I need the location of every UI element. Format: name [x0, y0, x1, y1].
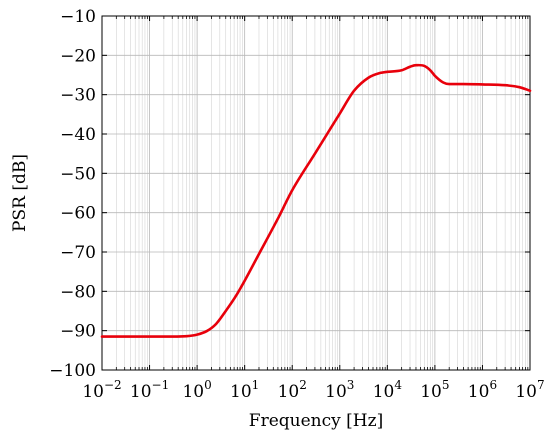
- minor-grid: [116, 16, 529, 370]
- plot-frame: [101, 15, 531, 371]
- x-tick-label: 105: [420, 378, 449, 402]
- x-tick-label: 106: [468, 378, 497, 402]
- x-tick-label: 10−2: [82, 378, 121, 402]
- x-tick-label: 103: [325, 378, 354, 402]
- y-tick-labels: −10 −20 −30 −40 −50 −60 −70 −80 −90 −100: [49, 7, 96, 381]
- y-tick-label: −60: [60, 204, 96, 224]
- psr-series-line: [100, 63, 532, 338]
- y-tick-label: −20: [60, 46, 96, 66]
- y-tick-label: −40: [60, 125, 96, 145]
- y-tick-label: −50: [60, 164, 96, 184]
- y-axis-title: PSR [dB]: [10, 154, 30, 232]
- x-tick-label: 101: [230, 378, 259, 402]
- x-tick-label: 102: [278, 378, 307, 402]
- x-tick-label: 100: [182, 378, 211, 402]
- x-tick-labels: 10−2 10−1 100 101 102 103 104 105 106 107: [82, 378, 544, 402]
- x-axis-title: Frequency [Hz]: [249, 411, 383, 431]
- axis-ticks: [101, 15, 531, 371]
- y-tick-label: −80: [60, 282, 96, 302]
- major-grid: [101, 15, 531, 371]
- series-layer: [100, 63, 532, 338]
- y-tick-label: −90: [60, 322, 96, 342]
- y-tick-label: −10: [60, 7, 96, 27]
- x-tick-label: 107: [515, 378, 544, 402]
- y-tick-label: −30: [60, 86, 96, 106]
- x-tick-label: 10−1: [130, 378, 169, 402]
- x-tick-label: 104: [373, 378, 403, 402]
- y-tick-label: −70: [60, 243, 96, 263]
- y-tick-label: −100: [49, 361, 96, 381]
